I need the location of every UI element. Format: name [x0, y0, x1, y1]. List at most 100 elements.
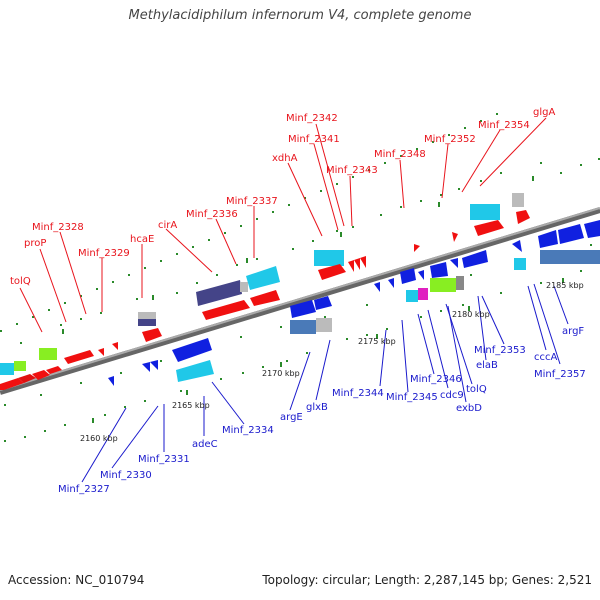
gene-proP[interactable] — [0, 378, 24, 390]
gene-cdc9[interactable] — [418, 288, 428, 300]
gene-cirA[interactable] — [196, 280, 242, 306]
gene-exbD-gray[interactable] — [456, 276, 464, 290]
gene-minf-2334[interactable] — [176, 360, 214, 382]
gene-minf-2330[interactable] — [142, 362, 150, 372]
gene-blue-pair[interactable] — [462, 250, 488, 268]
label-minf-2336[interactable]: Minf_2336 — [186, 209, 238, 220]
gene-xdhA[interactable] — [314, 250, 344, 266]
label-glgA[interactable]: glgA — [533, 107, 555, 118]
label-cccA[interactable]: cccA — [534, 352, 557, 363]
label-cdc9[interactable]: cdc9 — [440, 390, 464, 401]
label-adeC[interactable]: adeC — [192, 439, 218, 450]
label-glxB[interactable]: glxB — [306, 402, 328, 413]
gene-minf-2357[interactable] — [538, 230, 558, 248]
gene-minf-2336b[interactable] — [250, 290, 280, 306]
label-argE[interactable]: argE — [280, 412, 303, 423]
gene-elaB[interactable] — [430, 262, 448, 278]
gene-minf-2331[interactable] — [150, 360, 158, 370]
label-hcaE[interactable]: hcaE — [130, 234, 154, 245]
reverse-genes — [108, 220, 600, 386]
gene-minf-2344[interactable] — [374, 282, 380, 292]
gene-minf-2353[interactable] — [450, 258, 458, 268]
gene-minf-2342[interactable] — [354, 258, 360, 270]
gene-argE-b[interactable] — [314, 296, 332, 310]
gene-minf-2352[interactable] — [452, 232, 458, 242]
gene-hcaE-navy[interactable] — [138, 319, 156, 326]
gene-steel-right[interactable] — [540, 250, 600, 264]
label-minf-2330[interactable]: Minf_2330 — [100, 470, 152, 481]
forward-genes — [0, 193, 530, 390]
gene-hcaE-gray[interactable] — [138, 312, 156, 320]
label-minf-2353[interactable]: Minf_2353 — [474, 345, 526, 356]
gene-cccA[interactable] — [512, 240, 522, 252]
label-minf-2328[interactable]: Minf_2328 — [32, 222, 84, 233]
label-minf-2344[interactable]: Minf_2344 — [332, 388, 384, 399]
scale-2170: 2170 kbp — [262, 369, 300, 378]
gene-minf-2341[interactable] — [348, 260, 354, 272]
gene-red-3[interactable] — [32, 370, 50, 380]
label-elaB[interactable]: elaB — [476, 360, 498, 371]
label-cirA[interactable]: cirA — [158, 220, 177, 231]
gene-minf-2337[interactable] — [246, 266, 280, 290]
gene-glxB[interactable] — [290, 320, 316, 334]
gene-minf-2327[interactable] — [108, 376, 114, 386]
label-minf-2341[interactable]: Minf_2341 — [288, 134, 340, 145]
gene-red-right[interactable] — [516, 210, 530, 224]
label-tolQ-rev[interactable]: tolQ — [466, 384, 487, 395]
gene-minf-2343[interactable] — [360, 256, 366, 268]
gene-red-2[interactable] — [18, 374, 36, 383]
label-minf-2357[interactable]: Minf_2357 — [534, 369, 586, 380]
label-tolQ-fwd[interactable]: tolQ — [10, 276, 31, 287]
gene-argF[interactable] — [558, 224, 584, 244]
gene-lime-2[interactable] — [39, 348, 57, 360]
gene-hcaE[interactable] — [142, 328, 162, 342]
gene-minf-2336[interactable] — [202, 300, 250, 320]
label-minf-2345[interactable]: Minf_2345 — [386, 392, 438, 403]
label-minf-2343[interactable]: Minf_2343 — [326, 165, 378, 176]
gene-tolQ-rev[interactable] — [418, 270, 424, 280]
gene-minf-2346[interactable] — [400, 268, 416, 284]
gene-red-small-2[interactable] — [112, 342, 118, 350]
gene-cdc9-cyan[interactable] — [406, 290, 418, 302]
label-minf-2342[interactable]: Minf_2342 — [286, 113, 338, 124]
label-xdhA[interactable]: xdhA — [272, 153, 298, 164]
tick-row-outer-reverse — [4, 270, 582, 442]
gene-xdhA-red[interactable] — [318, 264, 346, 280]
genome-backbone — [0, 207, 600, 395]
gene-minf-2354[interactable] — [470, 204, 500, 220]
gene-exbD[interactable] — [430, 278, 456, 292]
scale-2160: 2160 kbp — [80, 434, 118, 443]
label-argF[interactable]: argF — [562, 326, 584, 337]
gene-glxB-gray[interactable] — [316, 318, 332, 332]
scale-2175: 2175 kbp — [358, 337, 396, 346]
gene-gray-right[interactable] — [512, 193, 524, 207]
gene-minf-2329[interactable] — [64, 350, 94, 364]
gene-argE[interactable] — [290, 300, 316, 318]
gene-adeC[interactable] — [172, 338, 212, 362]
tick-row-major-reverse — [92, 278, 564, 423]
label-exbD[interactable]: exbD — [456, 403, 482, 414]
label-minf-2354[interactable]: Minf_2354 — [478, 120, 530, 131]
label-minf-2334[interactable]: Minf_2334 — [222, 425, 274, 436]
gene-red-small-1[interactable] — [98, 348, 104, 356]
label-minf-2346[interactable]: Minf_2346 — [410, 374, 462, 385]
tick-row-outer-forward — [0, 113, 498, 332]
gene-minf-2345[interactable] — [388, 278, 394, 288]
gene-cyan-left[interactable] — [0, 363, 14, 375]
label-minf-2329[interactable]: Minf_2329 — [78, 248, 130, 259]
gene-cirA-gray[interactable] — [240, 282, 248, 292]
label-minf-2327[interactable]: Minf_2327 — [58, 484, 110, 495]
label-minf-2337[interactable]: Minf_2337 — [226, 196, 278, 207]
gene-blue-edge[interactable] — [584, 220, 600, 238]
label-proP[interactable]: proP — [24, 238, 46, 249]
label-minf-2331[interactable]: Minf_2331 — [138, 454, 190, 465]
gene-minf-2348[interactable] — [414, 244, 420, 252]
gene-minf-2328[interactable] — [46, 366, 62, 374]
tick-row-mid-forward — [20, 158, 600, 344]
gene-lime-left[interactable] — [14, 361, 26, 371]
gene-glgA[interactable] — [474, 220, 504, 236]
gene-cccA-cyan[interactable] — [514, 258, 526, 270]
label-minf-2348[interactable]: Minf_2348 — [374, 149, 426, 160]
label-minf-2352[interactable]: Minf_2352 — [424, 134, 476, 145]
